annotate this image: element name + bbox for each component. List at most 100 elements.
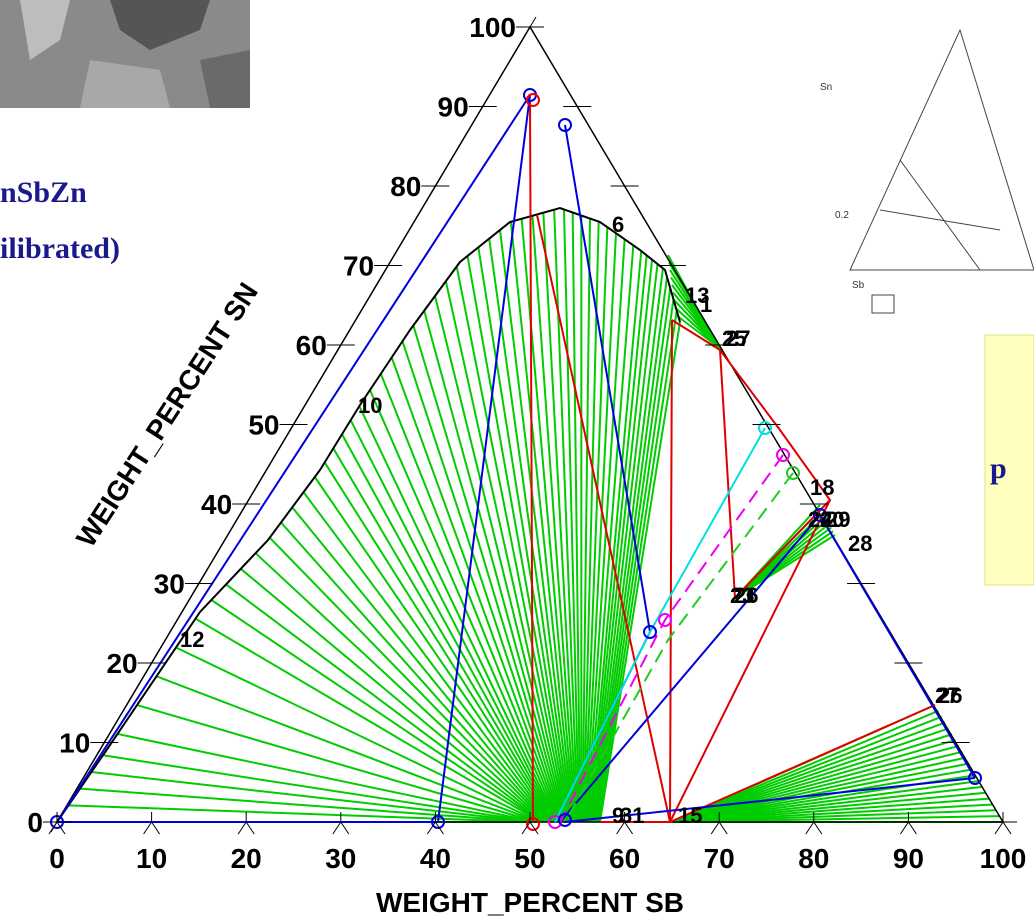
- tie-line: [269, 536, 548, 823]
- inset-label: Sn: [820, 82, 832, 93]
- tie-line: [589, 255, 648, 823]
- y-tick-label: 0: [27, 807, 43, 838]
- tick: [143, 812, 161, 835]
- micrograph: [0, 0, 250, 108]
- tick: [521, 812, 539, 835]
- tie-line: [466, 255, 570, 823]
- title: nSbZn: [0, 176, 87, 209]
- tick: [237, 812, 255, 835]
- x-axis-title: WEIGHT_PERCENT SB: [376, 887, 684, 918]
- tie-triangle: [559, 514, 821, 823]
- point-label: 27: [726, 326, 750, 351]
- y-tick-label: 40: [201, 489, 232, 520]
- point-label: 27: [935, 683, 959, 708]
- tie-line: [671, 739, 956, 823]
- marker: [526, 93, 540, 107]
- tie-line: [671, 762, 970, 823]
- tie-line: [597, 310, 678, 823]
- marker: [526, 817, 540, 831]
- tie-line: [102, 754, 535, 823]
- tie-line: [341, 433, 556, 823]
- tie-line: [349, 419, 557, 823]
- tie-line: [671, 709, 939, 823]
- tick: [899, 812, 917, 835]
- marker: [776, 448, 790, 462]
- point-label: 1: [700, 292, 712, 317]
- tie-line: [455, 266, 569, 823]
- tie-line: [156, 675, 539, 823]
- tie-line: [588, 250, 643, 823]
- x-tick-label: 60: [609, 843, 640, 874]
- marker: [786, 466, 800, 480]
- x-tick-label: 10: [136, 843, 167, 874]
- marker: [558, 813, 572, 827]
- marker: [548, 815, 562, 829]
- tie-line: [175, 646, 540, 823]
- tie-triangle: [819, 514, 976, 779]
- tie-line: [734, 534, 836, 599]
- tie-line: [79, 787, 533, 823]
- tie-line: [477, 247, 571, 823]
- tie-line: [434, 295, 566, 823]
- tick: [137, 652, 166, 674]
- tie-line: [117, 732, 537, 823]
- tie-line: [571, 212, 582, 823]
- tick: [90, 732, 119, 753]
- phase-boundary: [529, 99, 534, 823]
- tie-line: [671, 791, 987, 823]
- tick: [805, 812, 823, 835]
- x-tick-label: 40: [420, 843, 451, 874]
- tie-line-dashed: [559, 454, 784, 823]
- phase-boundary: [669, 319, 673, 823]
- tie-line: [401, 340, 563, 823]
- marker: [758, 421, 772, 435]
- point-label: 28: [848, 531, 872, 556]
- phase-boundary: [536, 214, 671, 823]
- tick: [184, 573, 213, 594]
- tie-line: [671, 756, 966, 823]
- point-label: 15: [678, 803, 702, 828]
- tie-triangle: [564, 124, 651, 633]
- y-tick-label: 30: [154, 569, 185, 600]
- tie-line: [563, 209, 580, 823]
- x-tick-label: 30: [325, 843, 356, 874]
- x-tick-label: 0: [49, 843, 65, 874]
- tie-line: [587, 245, 635, 823]
- inset-label: 0.2: [835, 210, 849, 221]
- marker: [813, 508, 827, 522]
- tie-line: [369, 389, 559, 823]
- tick: [468, 96, 497, 117]
- tie-line: [671, 785, 983, 823]
- tie-line: [671, 715, 943, 823]
- marker: [558, 118, 572, 132]
- inset-diagram: Sn 0.2 Sb: [800, 0, 1034, 330]
- tie-triangle: [564, 777, 976, 823]
- tie-line: [671, 768, 973, 823]
- point-label: 20: [820, 507, 844, 532]
- tie-line: [671, 733, 953, 823]
- tie-line: [585, 233, 617, 823]
- tie-line: [499, 229, 573, 823]
- point-label: 9: [612, 803, 624, 828]
- tie-line-cyan: [554, 427, 766, 823]
- tie-line: [225, 583, 544, 823]
- tie-line: [581, 218, 591, 823]
- marker: [658, 613, 672, 627]
- y-tick-label: 90: [438, 92, 469, 123]
- tie-line: [531, 215, 577, 823]
- subtitle: ilibrated): [0, 232, 120, 265]
- y-tick-label: 100: [469, 12, 516, 43]
- point-label: 24: [808, 507, 833, 532]
- tie-line: [210, 599, 543, 823]
- x-tick-label: 50: [514, 843, 545, 874]
- point-label: 13: [685, 283, 709, 308]
- x-tick-label: 70: [704, 843, 735, 874]
- marker: [431, 815, 445, 829]
- point-label: 26: [734, 583, 758, 608]
- tie-line: [594, 276, 668, 823]
- phase-boundary: [671, 319, 736, 599]
- tie-line: [358, 405, 558, 823]
- phase-boundary: [719, 349, 832, 599]
- tie-line: [302, 491, 551, 823]
